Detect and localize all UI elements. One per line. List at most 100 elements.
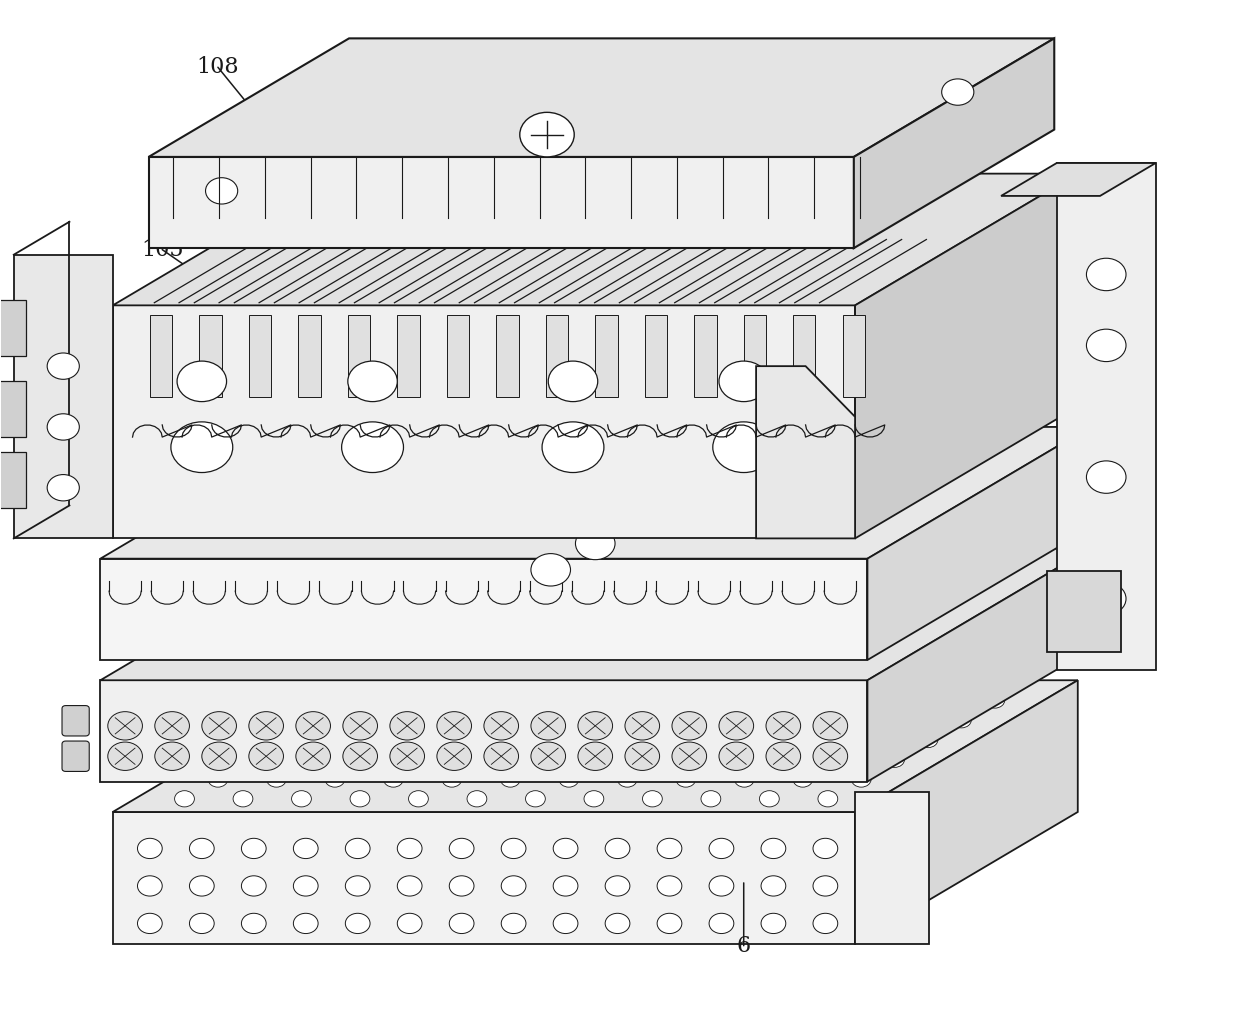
Circle shape	[709, 838, 734, 859]
Circle shape	[605, 838, 630, 859]
Circle shape	[766, 742, 801, 770]
Circle shape	[296, 711, 331, 740]
Circle shape	[296, 742, 331, 770]
Circle shape	[342, 422, 403, 472]
Polygon shape	[0, 452, 26, 508]
Circle shape	[531, 711, 565, 740]
Polygon shape	[856, 791, 929, 944]
Circle shape	[249, 711, 284, 740]
Circle shape	[208, 771, 228, 787]
Circle shape	[449, 838, 474, 859]
Circle shape	[559, 771, 579, 787]
Circle shape	[761, 876, 786, 896]
Circle shape	[701, 790, 720, 807]
Circle shape	[620, 501, 660, 533]
Circle shape	[334, 732, 353, 748]
Circle shape	[813, 913, 838, 934]
Circle shape	[1086, 258, 1126, 291]
Polygon shape	[200, 316, 222, 396]
Polygon shape	[113, 812, 856, 944]
Polygon shape	[100, 549, 1090, 681]
Polygon shape	[14, 255, 113, 538]
Circle shape	[177, 361, 227, 401]
Circle shape	[751, 692, 771, 708]
Circle shape	[657, 876, 682, 896]
Circle shape	[868, 692, 888, 708]
Circle shape	[625, 711, 660, 740]
Circle shape	[484, 711, 503, 727]
Circle shape	[242, 838, 267, 859]
Text: 7: 7	[1083, 451, 1097, 473]
Polygon shape	[794, 316, 816, 396]
Circle shape	[475, 751, 495, 767]
Text: 3: 3	[1095, 188, 1110, 210]
Polygon shape	[113, 174, 1078, 306]
Circle shape	[734, 771, 754, 787]
Circle shape	[672, 711, 707, 740]
Circle shape	[575, 692, 595, 708]
Circle shape	[768, 751, 787, 767]
Circle shape	[578, 742, 613, 770]
Polygon shape	[496, 316, 518, 396]
Circle shape	[206, 178, 238, 204]
Circle shape	[508, 732, 528, 748]
Circle shape	[1086, 582, 1126, 615]
Circle shape	[345, 913, 370, 934]
Circle shape	[345, 876, 370, 896]
Circle shape	[534, 751, 553, 767]
Circle shape	[813, 742, 848, 770]
Circle shape	[575, 527, 615, 560]
Polygon shape	[1001, 163, 1156, 196]
Circle shape	[459, 692, 479, 708]
Circle shape	[718, 711, 738, 727]
Circle shape	[885, 751, 904, 767]
Polygon shape	[149, 39, 1054, 156]
Circle shape	[155, 711, 190, 740]
Circle shape	[450, 732, 470, 748]
Circle shape	[709, 913, 734, 934]
Circle shape	[672, 742, 707, 770]
Circle shape	[291, 790, 311, 807]
Circle shape	[345, 838, 370, 859]
Text: 32: 32	[878, 152, 906, 175]
Circle shape	[941, 79, 973, 106]
Circle shape	[813, 838, 838, 859]
FancyBboxPatch shape	[62, 705, 89, 736]
Text: 105: 105	[141, 239, 184, 261]
Circle shape	[309, 711, 329, 727]
Circle shape	[449, 913, 474, 934]
Circle shape	[108, 711, 143, 740]
Circle shape	[893, 711, 913, 727]
Circle shape	[713, 422, 775, 472]
Circle shape	[766, 711, 801, 740]
Polygon shape	[446, 316, 469, 396]
Circle shape	[548, 361, 598, 401]
Circle shape	[347, 361, 397, 401]
Polygon shape	[856, 681, 1078, 944]
Circle shape	[951, 711, 971, 727]
Circle shape	[709, 876, 734, 896]
Polygon shape	[100, 681, 868, 781]
Polygon shape	[113, 306, 856, 538]
Circle shape	[618, 771, 637, 787]
Circle shape	[553, 838, 578, 859]
Circle shape	[517, 692, 537, 708]
Circle shape	[484, 742, 518, 770]
Circle shape	[425, 711, 445, 727]
Circle shape	[325, 771, 345, 787]
Circle shape	[397, 876, 422, 896]
Circle shape	[417, 751, 436, 767]
Circle shape	[138, 913, 162, 934]
Circle shape	[436, 711, 471, 740]
Circle shape	[719, 361, 769, 401]
Text: 31: 31	[779, 152, 807, 175]
Circle shape	[651, 751, 671, 767]
Circle shape	[501, 876, 526, 896]
Circle shape	[605, 876, 630, 896]
Circle shape	[190, 838, 215, 859]
Polygon shape	[299, 316, 321, 396]
Text: 302: 302	[667, 152, 709, 175]
Circle shape	[138, 876, 162, 896]
Circle shape	[719, 711, 754, 740]
Polygon shape	[868, 549, 1090, 781]
